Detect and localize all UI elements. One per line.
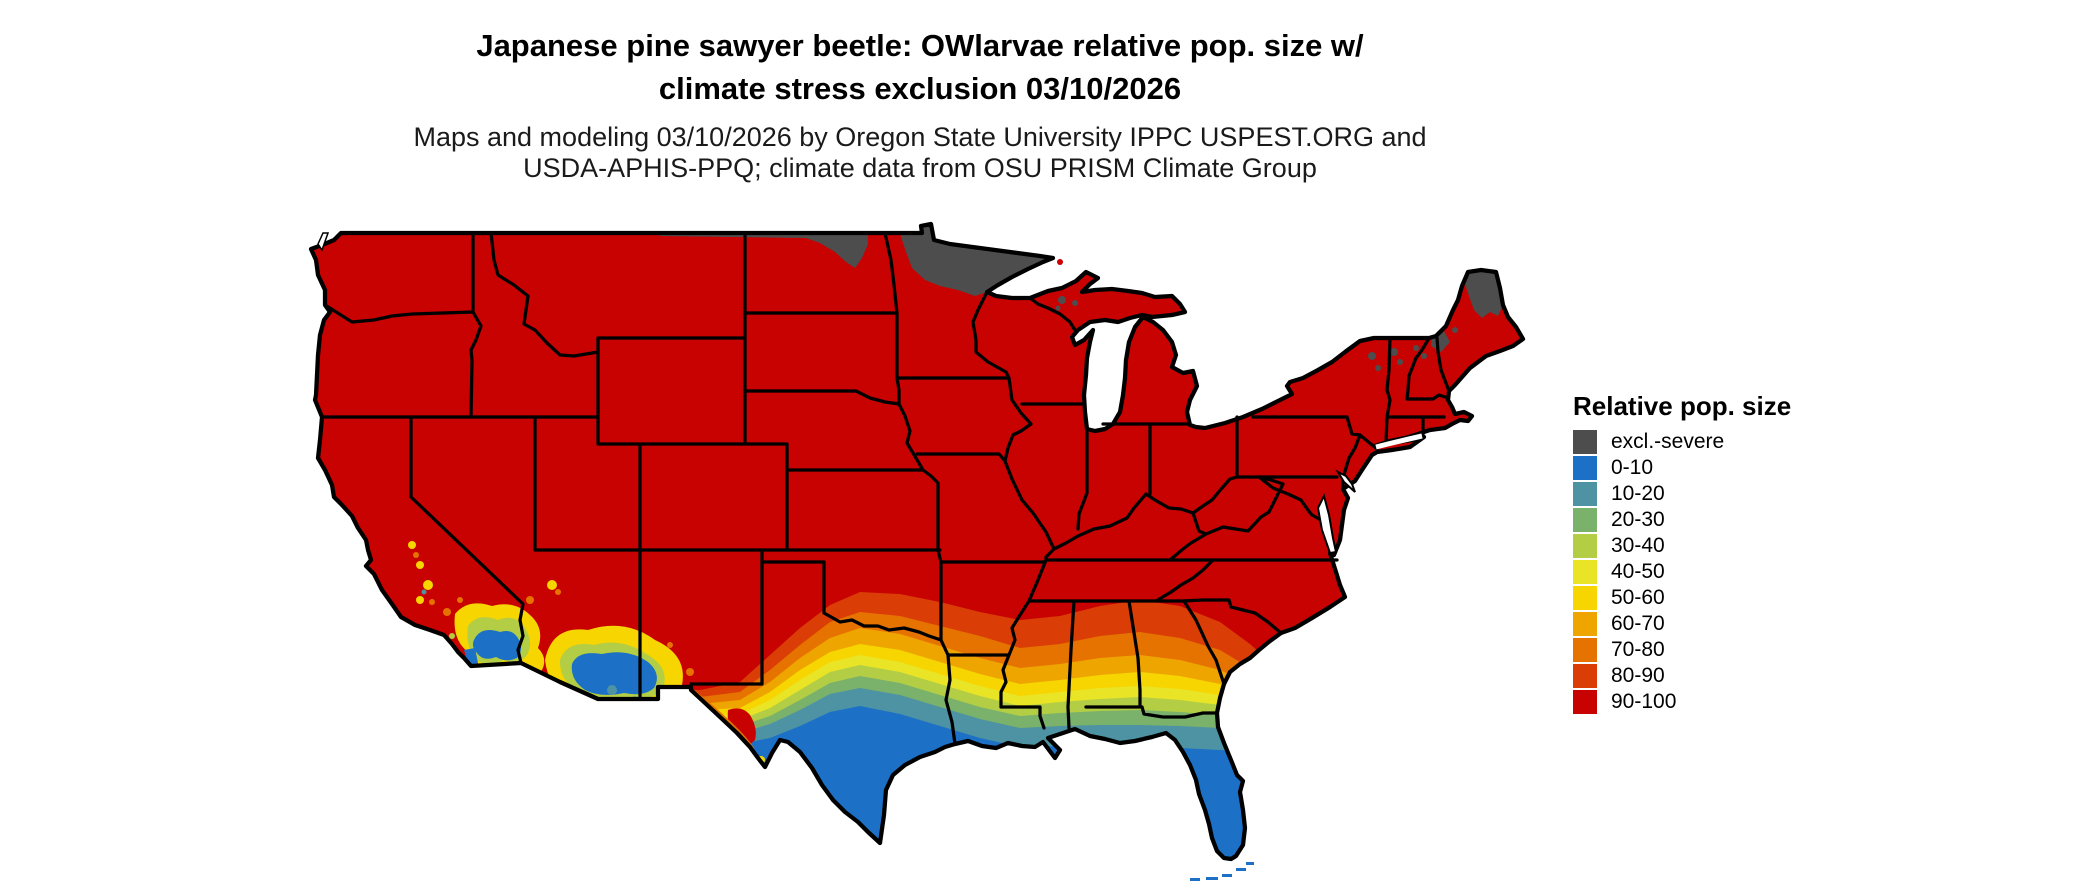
ca-gold-speck2 — [416, 561, 424, 569]
mackinac-island — [1147, 306, 1153, 312]
legend-item: 80-90 — [1573, 664, 1791, 688]
legend-swatch — [1573, 612, 1597, 636]
az-teal-speck — [607, 685, 617, 695]
gray-wi-speck1 — [1058, 296, 1066, 304]
legend-item-label: 50-60 — [1611, 586, 1665, 609]
vegas-orange-speck — [555, 589, 561, 595]
legend-swatch — [1573, 586, 1597, 610]
legend-item: 60-70 — [1573, 612, 1791, 636]
chesapeake-bay — [1316, 493, 1338, 555]
legend-item-label: excl.-severe — [1611, 430, 1725, 453]
legend: Relative pop. size excl.-severe 0-10 10-… — [1573, 392, 1791, 716]
ca-gold-speck3 — [423, 580, 433, 590]
legend-item-label: 40-50 — [1611, 560, 1665, 583]
legend-title: Relative pop. size — [1573, 391, 1792, 421]
legend-swatch — [1573, 456, 1597, 480]
legend-item-label: 30-40 — [1611, 534, 1665, 557]
florida-keys-4 — [1206, 877, 1218, 880]
gray-ne-speck3 — [1390, 348, 1398, 356]
subtitle-line-1: Maps and modeling 03/10/2026 by Oregon S… — [413, 122, 1427, 152]
gray-ne-speck4 — [1397, 359, 1403, 365]
gray-ne-speck2 — [1413, 345, 1419, 351]
florida-keys-2 — [1236, 868, 1246, 871]
legend-swatch — [1573, 482, 1597, 506]
delaware-bay — [1335, 469, 1356, 493]
gray-ne-speck7 — [1375, 365, 1381, 371]
legend-item: excl.-severe — [1573, 430, 1791, 454]
florida-keys-1 — [1246, 862, 1254, 865]
ca-orange-speck2 — [413, 552, 419, 558]
gray-maine — [1465, 270, 1503, 318]
base-fill-90-100 — [311, 224, 1523, 859]
gray-wi-speck2 — [1072, 300, 1078, 306]
nation-outline — [308, 221, 1526, 862]
subtitle-line-2: USDA-APHIS-PPQ; climate data from OSU PR… — [523, 153, 1317, 183]
legend-swatch — [1573, 690, 1597, 714]
legend-item-label: 0-10 — [1611, 456, 1654, 479]
legend-item-label: 60-70 — [1611, 612, 1665, 635]
legend-item-label: 20-30 — [1611, 508, 1665, 531]
ca-gold-speck4 — [416, 596, 424, 604]
socal-orange-speck1 — [443, 608, 451, 616]
ca-orange-speck1 — [429, 599, 435, 605]
gray-ne-speck1 — [1421, 353, 1427, 359]
legend-item: 30-40 — [1573, 534, 1791, 558]
vegas-gold-speck — [547, 580, 557, 590]
map-raster-fill — [311, 224, 1523, 859]
florida-keys-3 — [1222, 874, 1232, 877]
legend-swatch — [1573, 508, 1597, 532]
socal-coast-blue — [464, 648, 479, 668]
gray-ne-speck5 — [1452, 327, 1458, 333]
legend-item: 0-10 — [1573, 456, 1791, 480]
legend-item: 90-100 — [1573, 690, 1791, 714]
legend-item: 50-60 — [1573, 586, 1791, 610]
legend-item-label: 10-20 — [1611, 482, 1665, 505]
legend-item: 40-50 — [1573, 560, 1791, 584]
az-desert-blue — [571, 652, 657, 695]
legend-item: 70-80 — [1573, 638, 1791, 662]
socal-orange-speck2 — [457, 597, 463, 603]
page-title: Japanese pine sawyer beetle: OWlarvae re… — [0, 24, 1840, 110]
legend-item: 20-30 — [1573, 508, 1791, 532]
gray-wi-speck3 — [1055, 305, 1061, 311]
map-subtitle: Maps and modeling 03/10/2026 by Oregon S… — [0, 122, 1840, 184]
florida-keys-5 — [1190, 878, 1200, 881]
socal-green-speck — [449, 633, 455, 639]
gray-ne-speck6 — [1368, 352, 1376, 360]
yuma-orange-speck — [526, 596, 534, 604]
apostle-island — [1057, 259, 1063, 265]
legend-swatch — [1573, 664, 1597, 688]
az-orange-speck1 — [686, 668, 694, 676]
legend-item: 10-20 — [1573, 482, 1791, 506]
puget-sound — [317, 232, 330, 252]
legend-swatch — [1573, 430, 1597, 454]
ca-gold-speck1 — [408, 541, 416, 549]
az-orange-speck2 — [667, 642, 673, 648]
legend-items: excl.-severe 0-10 10-20 20-30 30-40 40-5… — [1573, 430, 1791, 714]
title-line-2: climate stress exclusion 03/10/2026 — [658, 71, 1182, 106]
legend-swatch — [1573, 560, 1597, 584]
state-borders — [320, 231, 1451, 746]
legend-item-label: 90-100 — [1611, 690, 1677, 713]
legend-item-label: 80-90 — [1611, 664, 1665, 687]
az-gold-speck — [660, 696, 668, 704]
ca-teal-speck — [421, 589, 427, 595]
socal-blue — [472, 630, 522, 661]
legend-swatch — [1573, 638, 1597, 662]
title-line-1: Japanese pine sawyer beetle: OWlarvae re… — [476, 28, 1364, 63]
long-island-sound — [1375, 433, 1423, 450]
gray-nd-lobe — [806, 234, 868, 268]
boisblanc-island — [1156, 308, 1162, 314]
legend-item-label: 70-80 — [1611, 638, 1665, 661]
legend-swatch — [1573, 534, 1597, 558]
